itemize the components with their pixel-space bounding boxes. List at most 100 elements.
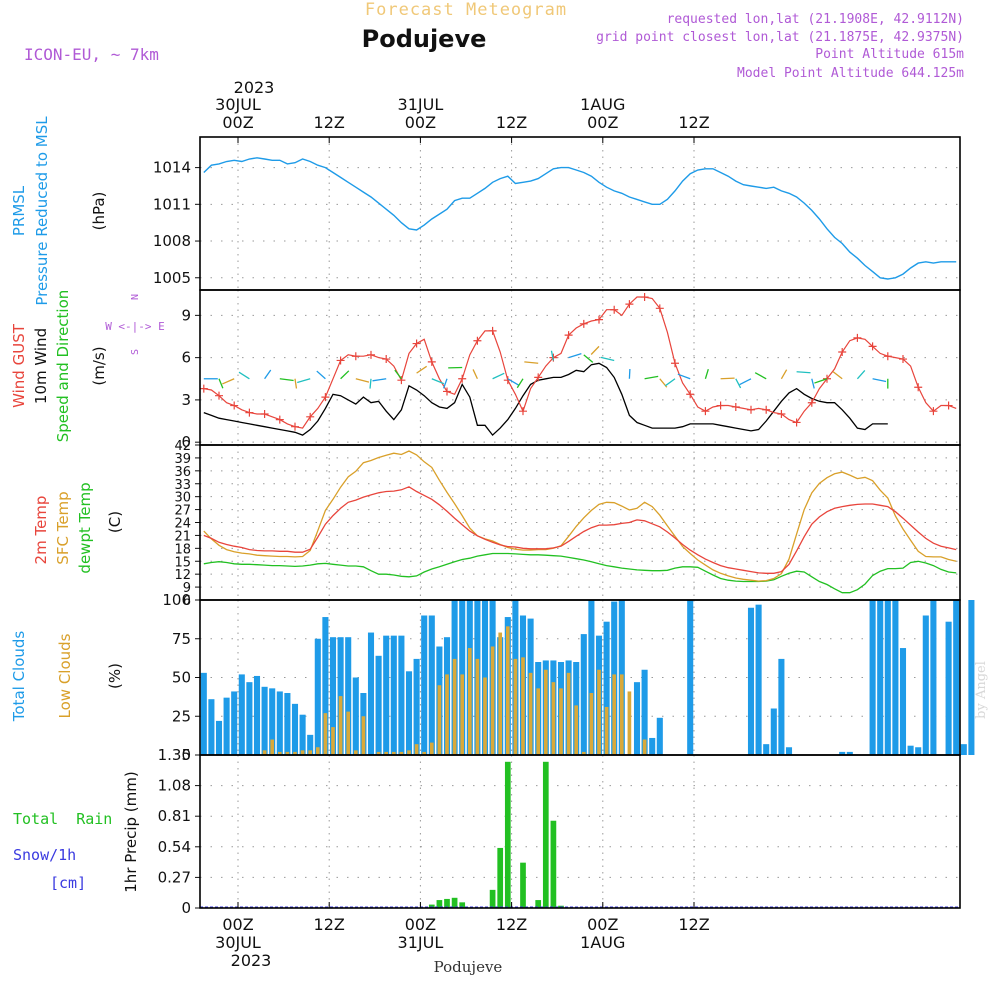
bottom-date-label: 31JUL [398, 933, 444, 952]
total-cloud-bar [945, 621, 952, 755]
gust-marker [671, 359, 679, 368]
low-cloud-bar [559, 688, 563, 755]
wind-panel: 0 3 6 9 [181, 290, 960, 451]
low-cloud-bar [574, 705, 579, 755]
y-tick-label: 100 [162, 591, 191, 609]
compass-n: N [130, 294, 141, 300]
gust-marker [610, 305, 619, 314]
gust-marker [838, 348, 847, 356]
wind-arrow [856, 370, 866, 380]
total-cloud-bar [269, 688, 276, 755]
temp-unit: (C) [106, 511, 124, 533]
gust-marker [686, 390, 695, 399]
wind-arrow [735, 378, 742, 389]
y-tick-label: 0.27 [158, 868, 191, 886]
gust-marker [473, 336, 482, 345]
wind-arrow [443, 378, 448, 389]
wind-arrow [796, 371, 811, 374]
y-tick-label: 42 [174, 439, 191, 454]
total-cloud-bar [763, 744, 770, 755]
gust-marker [944, 401, 953, 410]
bottom-hour-label: 00Z [587, 915, 618, 934]
low-cloud-bar [308, 750, 313, 755]
y-tick-label: 1005 [153, 269, 191, 287]
low-cloud-bar [331, 727, 335, 755]
total-cloud-bar [345, 637, 352, 755]
wind-label-3: Speed and Direction [54, 290, 72, 443]
low-cloud-bar [589, 693, 594, 755]
total-cloud-bar [390, 635, 397, 755]
y-tick-label: 15 [174, 555, 191, 570]
wind-labels: Wind GUST 10m Wind Speed and Direction (… [10, 290, 165, 443]
low-cloud-bar [551, 682, 556, 755]
total-cloud-bar [877, 600, 884, 755]
total-cloud-bar [915, 747, 922, 755]
low-cloud-bar [581, 751, 586, 755]
gust-marker [336, 356, 345, 365]
watermark: by Angel [974, 661, 989, 719]
low-cloud-bar [460, 674, 465, 755]
precip-label-1: Total Rain [13, 810, 112, 828]
total-cloud-bar [603, 621, 610, 755]
rain-bar [459, 902, 466, 908]
wind-arrow [780, 369, 788, 380]
gust-marker [245, 408, 254, 417]
top-date-label: 31JUL [398, 95, 444, 114]
wind-arrow [550, 350, 555, 361]
top-date-label: 1AUG [580, 95, 625, 114]
wind-arrow [238, 371, 250, 380]
gust-marker [291, 422, 299, 431]
wind-arrow [218, 378, 224, 389]
gust-line [203, 296, 957, 429]
pressure-unit: (hPa) [90, 192, 108, 231]
gust-marker [443, 387, 451, 396]
precip-unit: 1hr Precip (mm) [122, 771, 140, 892]
low-cloud-bar [422, 751, 427, 755]
clouds-frame [199, 599, 961, 756]
wind-arrow [872, 378, 887, 383]
wind-arrow [677, 373, 691, 380]
low-cloud-bar [452, 658, 457, 755]
total-cloud-bar [899, 648, 907, 755]
panels: 1005100810111014036969121518212427303336… [153, 136, 975, 917]
gust-marker [807, 398, 816, 407]
total-cloud-bar [930, 600, 937, 755]
gust-marker [655, 304, 664, 313]
compass-s: S [130, 349, 141, 355]
total-cloud-bar [307, 734, 314, 755]
wind-arrow [264, 369, 272, 380]
wind-arrow [279, 378, 294, 382]
top-date-label: 30JUL [215, 95, 261, 114]
low-cloud-bar [293, 751, 297, 755]
gust-marker [883, 352, 892, 361]
y-tick-label: 50 [172, 669, 191, 687]
wind-arrow [739, 378, 752, 386]
total-cloud-bar [322, 617, 329, 755]
gust-marker [899, 355, 907, 364]
top-hour-label: 12Z [496, 113, 527, 132]
bottom-hour-label: 12Z [314, 915, 345, 934]
gust-marker [929, 407, 938, 416]
point-altitude: Point Altitude 615m [815, 47, 964, 62]
pressure-label-2: Pressure Reduced to MSL [33, 116, 51, 306]
gust-marker [595, 315, 603, 324]
total-cloud-bar [747, 607, 755, 755]
wind-arrow [524, 361, 539, 364]
temp-labels: 2m Temp SFC Temp dewpt Temp (C) [32, 482, 124, 573]
rain-bar [489, 889, 496, 908]
total-cloud-bar [261, 686, 268, 755]
wind-arrow [704, 368, 709, 379]
wind-arrow [644, 375, 659, 380]
wind-arrow [600, 356, 615, 362]
y-tick-label: 27 [174, 504, 191, 519]
wind-arrow [664, 378, 676, 387]
wind-label-2: 10m Wind [32, 328, 50, 404]
top-hour-label: 00Z [222, 113, 253, 132]
low-cloud-bar [384, 751, 389, 755]
y-tick-label: 1008 [153, 232, 191, 250]
wind-arrow [294, 378, 298, 389]
total-cloud-bar [367, 632, 375, 755]
total-cloud-bar [953, 600, 960, 755]
cloud-unit: (%) [106, 663, 124, 689]
